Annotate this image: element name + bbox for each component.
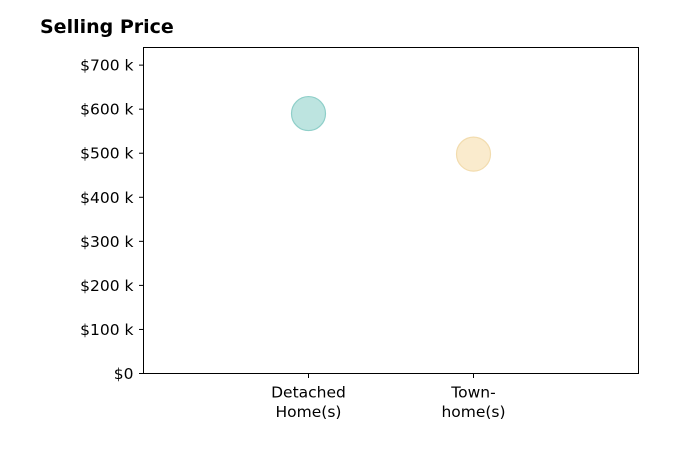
data-points — [290, 95, 492, 172]
y-tick-label: $600 k — [80, 101, 133, 119]
chart-title: Selling Price — [40, 16, 174, 38]
data-point — [455, 136, 492, 172]
y-tick-label: $500 k — [80, 145, 133, 163]
x-tick-label-line: home(s) — [441, 403, 505, 421]
x-tick-label: Detached Home(s) — [271, 384, 346, 422]
y-tick-label: $400 k — [80, 189, 133, 207]
y-tick-label: $0 — [114, 365, 134, 383]
x-tick-label-line: Detached — [271, 384, 346, 402]
plot-area-frame — [143, 47, 639, 374]
y-tick-label: $200 k — [80, 277, 133, 295]
y-axis: $0 $100 k $200 k $300 k $400 k $500 k $600 k $7… — [80, 57, 144, 383]
y-tick-label: $700 k — [80, 57, 133, 75]
data-point — [290, 95, 327, 132]
y-tick-label: $100 k — [80, 321, 133, 339]
x-tick-label: Town-home(s) — [441, 384, 505, 422]
x-tick-label-line: Town- — [450, 384, 495, 402]
x-axis: Detached Home(s) Town-home(s) — [271, 373, 506, 422]
x-tick-label-line: Home(s) — [276, 403, 342, 421]
y-tick-label: $300 k — [80, 233, 133, 251]
